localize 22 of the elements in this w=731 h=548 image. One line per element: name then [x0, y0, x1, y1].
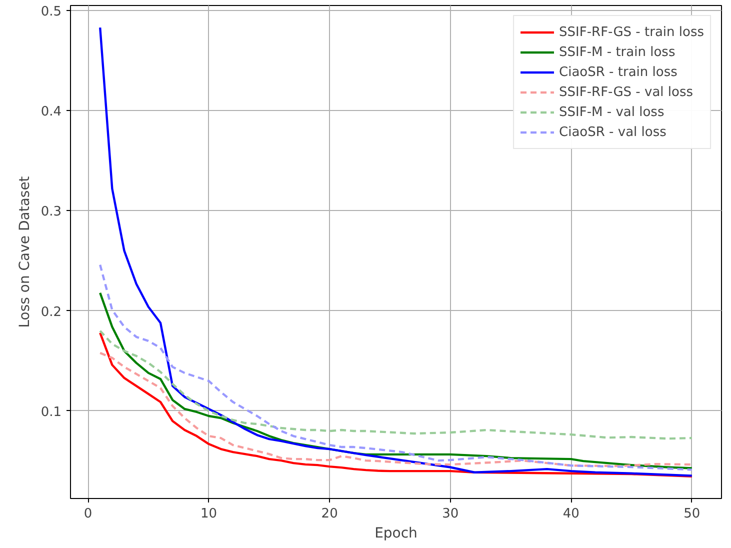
- legend-label: SSIF-RF-GS - val loss: [559, 84, 694, 100]
- y-tick-label: 0.4: [40, 104, 62, 120]
- x-tick-label: 20: [321, 506, 338, 522]
- y-axis-title: Loss on Cave Dataset: [16, 176, 33, 328]
- line-series: [98, 352, 694, 468]
- x-tick-label: 40: [562, 506, 580, 522]
- y-tick-label: 0.2: [40, 304, 62, 320]
- legend-label: SSIF-RF-GS - train loss: [559, 24, 704, 40]
- y-tick-label: 0.1: [40, 404, 62, 420]
- line-series: [98, 330, 694, 440]
- x-tick-label: 10: [200, 506, 218, 522]
- legend-label: SSIF-M - train loss: [559, 44, 676, 60]
- legend-label: CiaoSR - val loss: [559, 124, 666, 140]
- y-tick-label: 0.5: [40, 4, 62, 20]
- x-axis-title: Epoch: [374, 526, 418, 542]
- x-tick-label: 30: [442, 506, 459, 522]
- y-tick-label: 0.3: [40, 204, 62, 220]
- x-tick-label: 0: [84, 506, 92, 522]
- legend-label: CiaoSR - train loss: [559, 64, 678, 80]
- x-tick-label: 50: [684, 506, 700, 522]
- line-series: [98, 332, 694, 478]
- legend-label: SSIF-M - val loss: [559, 104, 664, 120]
